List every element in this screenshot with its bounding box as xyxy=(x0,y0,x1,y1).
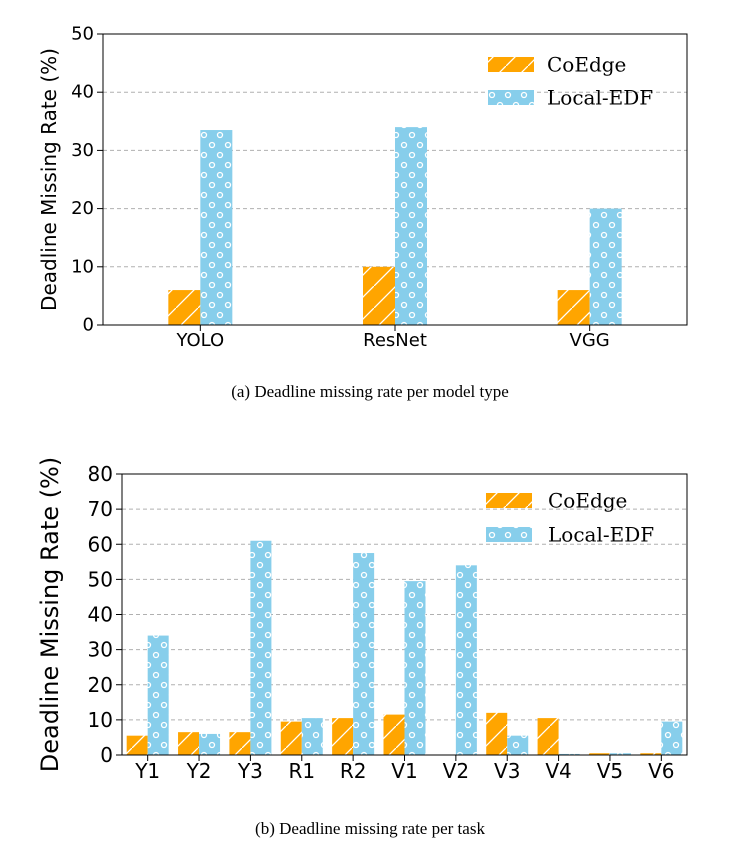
x-tick-label: V5 xyxy=(597,759,623,783)
bar-coedge-vgg xyxy=(557,290,590,325)
legend-swatch-localedf xyxy=(486,527,532,542)
bar-localedf-r1 xyxy=(301,718,323,755)
bar-coedge-v6 xyxy=(640,753,662,755)
x-tick-label: V4 xyxy=(545,759,571,783)
caption: (a) Deadline missing rate per model type xyxy=(231,382,509,401)
legend-swatch-localedf xyxy=(488,90,534,105)
y-ticks: 0 10 20 30 40 50 xyxy=(71,24,103,336)
bar-coedge-v4 xyxy=(537,718,559,755)
bar-localedf-y1 xyxy=(147,635,169,755)
legend-swatch-coedge xyxy=(488,57,534,72)
bar-localedf-v6 xyxy=(661,721,683,755)
x-ticks: YOLO ResNet VGG xyxy=(175,325,610,351)
y-tick-label: 10 xyxy=(88,708,113,732)
y-tick-label: 0 xyxy=(100,743,113,767)
y-tick-label: 0 xyxy=(83,315,94,336)
bar-coedge-yolo xyxy=(168,290,201,325)
y-tick-label: 20 xyxy=(71,198,94,219)
y-tick-label: 60 xyxy=(88,532,113,556)
bar-coedge-y1 xyxy=(126,735,148,755)
bar-coedge-v3 xyxy=(486,712,508,755)
x-tick-label: ResNet xyxy=(363,330,427,351)
legend: CoEdge Local-EDF xyxy=(486,489,654,547)
x-tick-label: V2 xyxy=(443,759,469,783)
x-tick-label: V1 xyxy=(391,759,417,783)
bar-localedf-r2 xyxy=(353,553,375,755)
x-tick-label: R2 xyxy=(340,759,367,783)
bars xyxy=(126,540,683,755)
chart-per-task: 0 10 20 30 40 50 60 70 80 Y1 Y2 Y3 R1 R2 V1 V2 V3 V4 V5 V6… xyxy=(36,457,688,838)
legend-label-localedf: Local-EDF xyxy=(548,523,654,547)
x-tick-label: V6 xyxy=(648,759,674,783)
bar-coedge-resnet xyxy=(363,266,395,325)
legend-swatch-coedge xyxy=(486,493,532,508)
bar-coedge-r1 xyxy=(280,721,302,755)
bar-localedf-resnet xyxy=(395,127,427,326)
legend-label-coedge: CoEdge xyxy=(548,489,627,513)
x-tick-label: Y1 xyxy=(134,759,160,783)
bar-coedge-y3 xyxy=(229,732,251,755)
bar-localedf-y2 xyxy=(199,733,221,755)
y-tick-label: 20 xyxy=(88,673,113,697)
y-axis-label: Deadline Missing Rate (%) xyxy=(37,48,61,311)
y-tick-label: 30 xyxy=(71,140,94,161)
legend-label-coedge: CoEdge xyxy=(547,53,626,77)
bar-coedge-v5 xyxy=(588,753,610,755)
bar-localedf-yolo xyxy=(200,130,233,325)
y-ticks: 0 10 20 30 40 50 60 70 80 xyxy=(88,462,122,767)
y-tick-label: 30 xyxy=(88,638,113,662)
bar-localedf-y3 xyxy=(250,540,272,755)
y-tick-label: 40 xyxy=(71,82,94,103)
bars xyxy=(168,127,622,326)
caption: (b) Deadline missing rate per task xyxy=(255,819,485,838)
x-ticks: Y1 Y2 Y3 R1 R2 V1 V2 V3 V4 V5 V6 xyxy=(134,755,675,783)
y-tick-label: 70 xyxy=(88,497,113,521)
chart-model-type: 0 10 20 30 40 50 YOLO ResNet VGG Deadline Missi… xyxy=(37,24,688,401)
x-tick-label: YOLO xyxy=(175,330,224,351)
bar-localedf-v1 xyxy=(404,581,426,755)
y-tick-label: 80 xyxy=(88,462,113,486)
x-tick-label: V3 xyxy=(494,759,520,783)
y-axis-label: Deadline Missing Rate (%) xyxy=(36,457,64,772)
bar-localedf-v3 xyxy=(507,735,529,755)
bar-coedge-r2 xyxy=(332,718,354,755)
bar-localedf-v4 xyxy=(558,753,580,755)
y-tick-label: 10 xyxy=(71,256,94,277)
bar-localedf-v2 xyxy=(455,565,477,755)
x-tick-label: R1 xyxy=(288,759,315,783)
bar-coedge-v1 xyxy=(383,714,405,755)
legend: CoEdge Local-EDF xyxy=(488,53,653,110)
x-tick-label: Y3 xyxy=(237,759,263,783)
y-tick-label: 40 xyxy=(88,603,113,627)
x-tick-label: VGG xyxy=(570,330,610,351)
y-tick-label: 50 xyxy=(88,567,113,591)
legend-label-localedf: Local-EDF xyxy=(547,86,653,110)
x-tick-label: Y2 xyxy=(186,759,212,783)
bar-localedf-vgg xyxy=(589,208,622,325)
bar-coedge-y2 xyxy=(178,732,200,755)
bar-localedf-v5 xyxy=(609,753,631,755)
y-tick-label: 50 xyxy=(71,24,94,45)
